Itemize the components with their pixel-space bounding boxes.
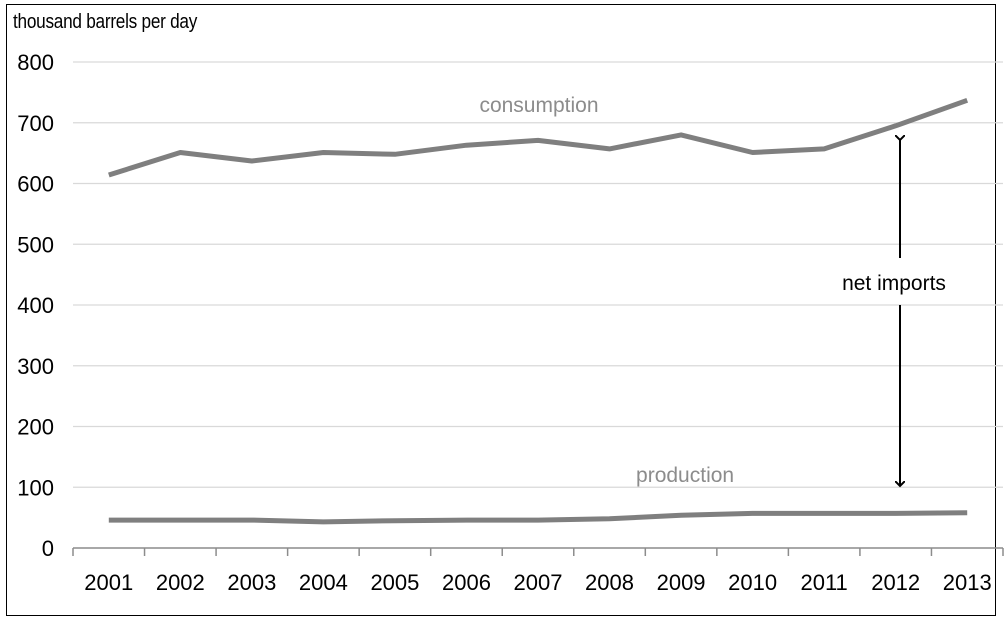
y-tick-label: 500: [17, 232, 54, 257]
net-imports-label: net imports: [842, 272, 946, 295]
y-tick-label: 400: [17, 293, 54, 318]
production-label: production: [636, 464, 734, 487]
x-tick-label: 2013: [943, 570, 992, 595]
x-tick-label: 2008: [585, 570, 634, 595]
y-tick-label: 300: [17, 354, 54, 379]
x-tick-label: 2007: [514, 570, 563, 595]
x-tick-label: 2001: [84, 570, 133, 595]
y-tick-label: 800: [17, 50, 54, 75]
chart-frame: thousand barrels per day: [6, 4, 996, 616]
axes: 0 100 200 300 400 500 600 700 800 2001 2002 2003 200…: [17, 50, 1004, 595]
x-tick-label: 2009: [657, 570, 706, 595]
y-tick-label: 200: [17, 415, 54, 440]
x-tick-label: 2004: [299, 570, 348, 595]
x-tick-label: 2002: [156, 570, 205, 595]
y-tick-label: 100: [17, 475, 54, 500]
series-line-production: [108, 510, 968, 525]
y-axis-title: thousand barrels per day: [13, 11, 198, 33]
annotations: consumption production net imports: [479, 94, 946, 487]
y-tick-label: 700: [17, 111, 54, 136]
series-lines: [108, 97, 969, 525]
x-tick-label: 2012: [871, 570, 920, 595]
consumption-label: consumption: [479, 94, 598, 117]
x-tick-label: 2006: [442, 570, 491, 595]
x-tick-label: 2005: [370, 570, 419, 595]
x-tick-label: 2010: [728, 570, 777, 595]
gridlines: [73, 61, 1003, 488]
x-tick-label: 2003: [227, 570, 276, 595]
y-tick-label: 0: [42, 536, 54, 561]
y-tick-label: 600: [17, 172, 54, 197]
x-tick-label: 2011: [800, 570, 847, 595]
series-line-consumption: [108, 97, 969, 178]
